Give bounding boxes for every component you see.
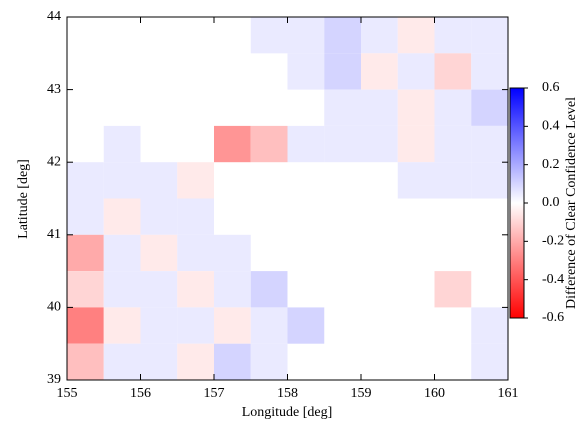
heatmap-cell (177, 271, 214, 308)
heatmap-cell (397, 125, 435, 163)
colorbar-tick-label: -0.4 (542, 272, 564, 287)
heatmap-cell (103, 125, 141, 163)
heatmap-cell (67, 234, 104, 272)
colorbar-tick-label: 0.2 (542, 157, 560, 172)
heatmap-cell (324, 17, 361, 54)
colorbar-tick-label: -0.6 (542, 310, 564, 325)
colorbar-tick-label: 0.0 (542, 195, 560, 210)
heatmap-cell (361, 53, 398, 90)
heatmap-cell (434, 89, 472, 126)
x-tick-label: 158 (277, 386, 298, 401)
heatmap-cell (287, 125, 325, 163)
heatmap-cell (287, 307, 325, 344)
heatmap-cell (397, 53, 435, 90)
heatmap-cell (250, 307, 288, 344)
heatmap-cell (67, 271, 104, 308)
heatmap-cell (103, 198, 141, 235)
heatmap-cell (434, 125, 472, 163)
y-tick-label: 40 (47, 300, 61, 315)
heatmap-cell (471, 125, 508, 163)
x-axis-label: Longitude [deg] (242, 405, 333, 420)
colorbar-tick-label: 0.6 (542, 80, 560, 95)
heatmap-cell (214, 271, 251, 308)
heatmap-cell (140, 343, 178, 380)
heatmap-cell (361, 125, 398, 163)
heatmap-cell (471, 17, 508, 54)
heatmap-cell (471, 53, 508, 90)
heatmap-cell (287, 17, 325, 54)
heatmap-cell (250, 125, 288, 163)
x-tick-label: 160 (424, 386, 445, 401)
heatmap-cell (103, 343, 141, 380)
heatmap-cell (324, 125, 361, 163)
heatmap-cell (471, 89, 508, 126)
heatmap-cell (214, 125, 251, 163)
x-tick-label: 159 (351, 386, 372, 401)
y-tick-label: 39 (47, 372, 61, 387)
colorbar-tick-label: 0.4 (542, 119, 560, 134)
heatmap-cell (67, 343, 104, 380)
heatmap-cell (103, 162, 141, 199)
heatmap-cell (250, 343, 288, 380)
heatmap-cell (397, 89, 435, 126)
heatmap-cell (140, 271, 178, 308)
heatmap-cell (361, 89, 398, 126)
heatmap-cell (140, 234, 178, 272)
heatmap-cell (471, 343, 508, 380)
y-tick-label: 43 (47, 82, 61, 97)
heatmap-cell (250, 271, 288, 308)
heatmap-cell (177, 343, 214, 380)
heatmap-cell (214, 343, 251, 380)
heatmap-cell (177, 234, 214, 272)
x-tick-label: 156 (130, 386, 151, 401)
colorbar-label: Difference of Clear Confidence Level (564, 97, 579, 309)
y-tick-label: 44 (47, 9, 61, 24)
y-tick-label: 42 (47, 154, 61, 169)
heatmap-cell (250, 17, 288, 54)
heatmap-cell (434, 53, 472, 90)
heatmap-cell (67, 198, 104, 235)
heatmap-cell (103, 234, 141, 272)
heatmap-cell (103, 271, 141, 308)
heatmap-cell (324, 53, 361, 90)
heatmap-cell (434, 17, 472, 54)
heatmap-cell (324, 89, 361, 126)
heatmap-cell (140, 307, 178, 344)
heatmap-cell (471, 162, 508, 199)
heatmap-cell (140, 198, 178, 235)
heatmap-cell (471, 307, 508, 344)
heatmap-cell (214, 234, 251, 272)
heatmap-cell (67, 307, 104, 344)
heatmap (67, 17, 508, 380)
heatmap-cell (361, 17, 398, 54)
heatmap-cell (397, 162, 435, 199)
y-tick-label: 41 (47, 227, 61, 242)
x-tick-label: 157 (204, 386, 225, 401)
heatmap-cell (177, 198, 214, 235)
heatmap-cell (434, 162, 472, 199)
heatmap-cell (177, 307, 214, 344)
heatmap-cell (397, 17, 435, 54)
y-axis-label: Latitude [deg] (16, 159, 31, 239)
x-tick-label: 161 (498, 386, 519, 401)
heatmap-cell (177, 162, 214, 199)
heatmap-cell (434, 271, 472, 308)
heatmap-cell (103, 307, 141, 344)
heatmap-cell (140, 162, 178, 199)
heatmap-cell (214, 307, 251, 344)
colorbar-tick-label: -0.2 (542, 234, 564, 249)
x-tick-label: 155 (57, 386, 78, 401)
colorbar (509, 87, 525, 319)
heatmap-cell (287, 53, 325, 90)
heatmap-cell (67, 162, 104, 199)
